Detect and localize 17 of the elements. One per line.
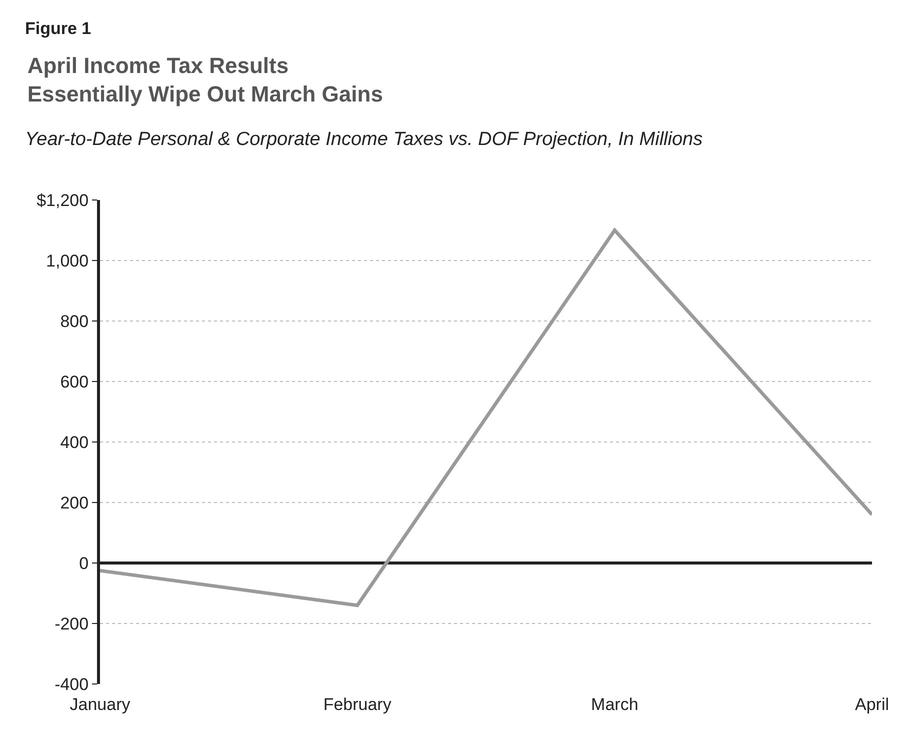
chart-title: April Income Tax Results Essentially Wipe Out March Gains [27, 52, 383, 106]
line-series [100, 228, 872, 608]
y-tick-label: 600 [60, 372, 89, 392]
caption: Figure 1 [25, 19, 92, 38]
y-tick-label: $1,200 [36, 190, 89, 210]
x-tick-label: March [591, 695, 638, 714]
y-tick-label: 800 [60, 312, 89, 331]
x-tick-label: April [854, 695, 890, 714]
y-tick-label: -400 [54, 674, 89, 694]
y-tick-label: -200 [54, 614, 89, 634]
x-tick-label: January [70, 695, 131, 714]
chart-subtitle: Year-to-Date Personal & Corporate Income Taxes vs. DOF Projection, In Millions [25, 129, 704, 150]
x-tick-label: February [323, 695, 392, 714]
y-tick-label: 1,000 [46, 251, 89, 270]
y-tick-label: 0 [79, 554, 89, 573]
y-tick-label: 400 [60, 432, 89, 452]
y-tick-label: 200 [60, 493, 89, 512]
